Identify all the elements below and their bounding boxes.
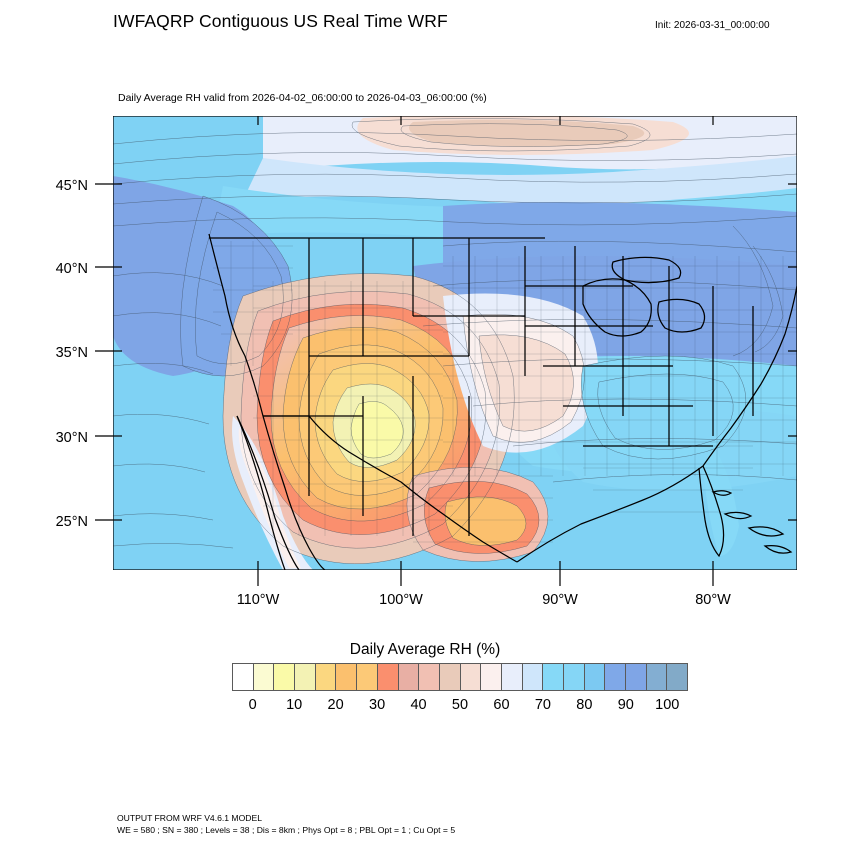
colorbar-tick-0: 0 [248, 697, 257, 713]
colorbar-tick-80: 80 [576, 697, 593, 713]
colorbar-cell-15 [543, 664, 564, 690]
colorbar-tick-60: 60 [493, 697, 510, 713]
colorbar-cell-21 [667, 664, 688, 690]
colorbar-tick-10: 10 [286, 697, 303, 713]
colorbar-cell-18 [605, 664, 627, 690]
colorbar-cell-2 [274, 664, 296, 690]
colorbar-cell-7 [377, 664, 399, 690]
colorbar-cell-17 [584, 664, 606, 690]
colorbar-cell-8 [398, 664, 420, 690]
colorbar-cell-4 [315, 664, 337, 690]
footer-line-2: WE = 580 ; SN = 380 ; Levels = 38 ; Dis … [117, 824, 456, 835]
colorbar-tick-30: 30 [369, 697, 386, 713]
colorbar-tick-20: 20 [327, 697, 344, 713]
map-plot [113, 116, 797, 570]
lat-tick-25n: 25°N [56, 514, 88, 530]
lon-tick-100w: 100°W [379, 592, 423, 608]
plot-subtitle: Daily Average RH valid from 2026-04-02_0… [118, 92, 487, 104]
colorbar-cell-3 [295, 664, 316, 690]
colorbar-tick-100: 100 [655, 697, 680, 713]
colorbar-cell-1 [253, 664, 275, 690]
colorbar-tick-50: 50 [451, 697, 469, 713]
lon-tick-90w: 90°W [542, 592, 578, 608]
colorbar-cell-6 [357, 664, 378, 690]
colorbar-cell-16 [564, 664, 585, 690]
colorbar [232, 663, 688, 691]
colorbar-cell-10 [439, 664, 461, 690]
colorbar-cell-14 [522, 664, 544, 690]
colorbar-cell-19 [626, 664, 647, 690]
colorbar-title-text: Daily Average RH (%) [349, 641, 501, 658]
colorbar-tick-40: 40 [410, 697, 427, 713]
colorbar-tick-70: 70 [534, 697, 551, 713]
colorbar-cell-9 [419, 664, 440, 690]
colorbar-cell-13 [501, 664, 523, 690]
lat-tick-35n: 35°N [56, 345, 88, 361]
init-timestamp: Init: 2026-03-31_00:00:00 [655, 20, 770, 31]
footer-line-1: OUTPUT FROM WRF V4.6.1 MODEL [117, 813, 262, 823]
lat-tick-40n: 40°N [56, 261, 88, 277]
page-title: IWFAQRP Contiguous US Real Time WRF [113, 11, 448, 31]
lon-tick-110w: 110°W [237, 592, 280, 608]
colorbar-title: Daily Average RH (%) [0, 641, 850, 659]
footer-text: OUTPUT FROM WRF V4.6.1 MODEL WE = 580 ; … [117, 813, 455, 836]
colorbar-cell-11 [460, 664, 482, 690]
colorbar-cell-0 [233, 664, 254, 690]
colorbar-cell-12 [481, 664, 502, 690]
colorbar-tick-90: 90 [617, 697, 634, 713]
colorbar-cell-20 [646, 664, 668, 690]
lon-tick-80w: 80°W [695, 592, 731, 608]
lat-tick-45n: 45°N [56, 178, 88, 194]
colorbar-tick-labels: 0 10 20 30 40 50 60 70 80 90 100 [232, 697, 688, 719]
colorbar-cell-5 [336, 664, 358, 690]
axis-labels: 45°N 40°N 35°N 30°N 25°N 110°W 100°W 90°… [56, 178, 732, 608]
lat-tick-30n: 30°N [56, 430, 88, 446]
